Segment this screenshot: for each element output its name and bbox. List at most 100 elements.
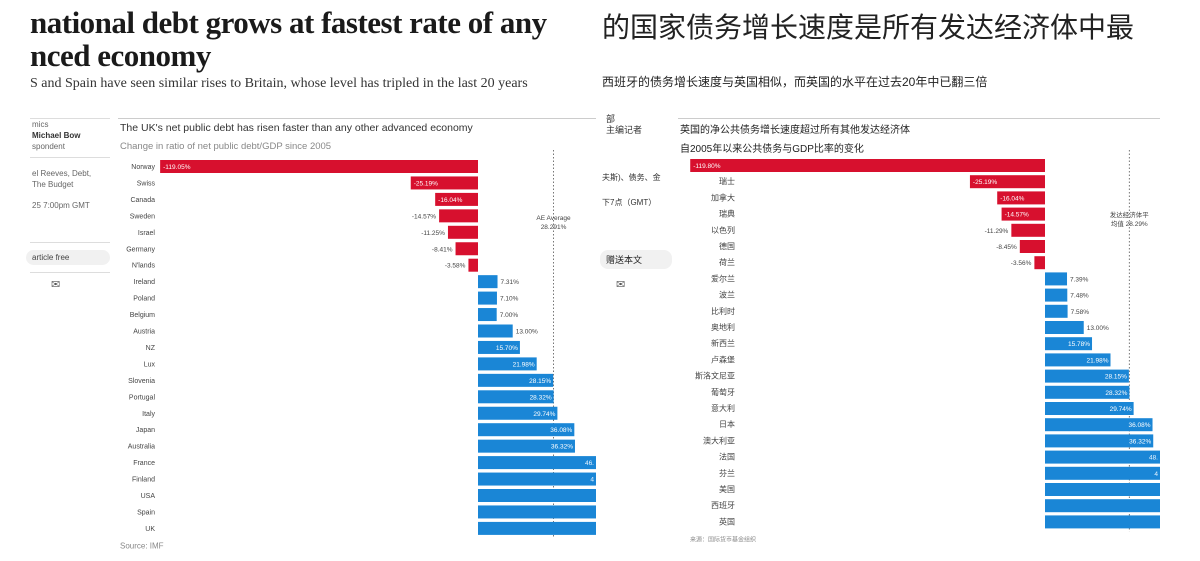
- chart-subtitle: 自2005年以来公共债务与GDP比率的变化: [680, 144, 864, 155]
- bar: [478, 472, 596, 486]
- bar: [1045, 450, 1160, 464]
- bar: [478, 340, 520, 354]
- bar: [969, 175, 1045, 189]
- divider: [30, 272, 110, 273]
- value-label: -3.58%: [445, 263, 466, 270]
- bar: [1001, 207, 1045, 221]
- bar: [1045, 337, 1093, 351]
- bar: [447, 225, 478, 239]
- article-tags[interactable]: 夫斯)、债务、金: [602, 173, 661, 182]
- chart-subtitle: Change in ratio of net public debt/GDP s…: [120, 141, 332, 152]
- envelope-icon[interactable]: ✉: [616, 279, 626, 291]
- category-label: NZ: [146, 345, 156, 352]
- bar: [1045, 272, 1068, 286]
- category-label: Spain: [137, 509, 155, 516]
- category-label: Slovenia: [128, 378, 155, 385]
- category-label: 爱尔兰: [711, 273, 735, 283]
- value-label: -119.80%: [693, 163, 721, 170]
- bar: [1045, 369, 1129, 383]
- envelope-icon[interactable]: ✉: [51, 279, 61, 291]
- bar: [435, 192, 478, 206]
- bar: [478, 308, 497, 322]
- average-value-label: 均值 28.29%: [1111, 219, 1148, 228]
- chinese-article-panel: 的国家债务增长速度是所有发达经济体中最 西班牙的债务增长速度与英国相似，而英国的…: [600, 0, 1160, 561]
- bar: [1045, 304, 1068, 318]
- headline: national debt grows at fastest rate of a…: [30, 6, 547, 72]
- value-label: 15.78%: [1068, 341, 1090, 348]
- category-label: 芬兰: [719, 468, 735, 478]
- bar: [478, 291, 497, 305]
- value-label: 28.15%: [1105, 374, 1127, 381]
- value-label: 29.74%: [1110, 406, 1132, 413]
- category-label: 以色列: [711, 225, 735, 235]
- standfirst: S and Spain have seen similar rises to B…: [30, 76, 528, 91]
- category-label: 卢森堡: [711, 354, 735, 364]
- bar: [478, 357, 537, 371]
- value-label: 7.10%: [500, 296, 519, 303]
- category-label: Israel: [138, 230, 156, 237]
- value-label: 28.32%: [530, 394, 552, 401]
- bar: [1011, 223, 1045, 237]
- bar: [410, 176, 478, 190]
- category-label: 斯洛文尼亚: [695, 371, 735, 381]
- bar: [478, 439, 575, 453]
- category-label: 波兰: [719, 290, 735, 300]
- value-label: 48.: [1149, 455, 1158, 462]
- tag[interactable]: The Budget: [32, 180, 74, 189]
- value-label: 7.48%: [1070, 293, 1089, 300]
- category-label: Japan: [136, 427, 155, 434]
- bar: [439, 209, 478, 223]
- chart-title: The UK's net public debt has risen faste…: [120, 122, 473, 134]
- value-label: -25.19%: [414, 180, 438, 187]
- english-article-panel: national debt grows at fastest rate of a…: [0, 0, 596, 561]
- category-label: N'lands: [132, 263, 156, 270]
- category-label: Germany: [126, 246, 155, 253]
- bar: [160, 160, 478, 173]
- value-label: 36.08%: [1128, 422, 1150, 429]
- category-label: Australia: [128, 444, 155, 451]
- category-label: 日本: [719, 419, 735, 429]
- bar: [478, 406, 558, 420]
- average-label: AE Average: [536, 215, 571, 222]
- byline-section: 部: [606, 114, 616, 124]
- gift-article-button[interactable]: article free: [26, 250, 110, 265]
- category-label: 葡萄牙: [711, 387, 735, 397]
- category-label: 比利时: [711, 306, 735, 316]
- value-label: 28.15%: [529, 378, 551, 385]
- category-label: 瑞典: [719, 209, 735, 219]
- divider: [30, 157, 110, 158]
- divider: [30, 118, 110, 119]
- bar: [478, 505, 596, 519]
- bar: [1045, 434, 1154, 448]
- value-label: -119.05%: [163, 164, 191, 171]
- value-label: -11.25%: [421, 230, 445, 237]
- chart-top-rule: [118, 118, 596, 119]
- category-label: 意大利: [711, 403, 735, 413]
- tag[interactable]: el Reeves, Debt,: [32, 169, 92, 178]
- category-label: Ireland: [134, 279, 156, 286]
- value-label: 46.: [585, 460, 594, 467]
- gift-article-button[interactable]: 赠送本文: [600, 250, 672, 269]
- bar: [455, 242, 478, 256]
- article-tags: el Reeves, Debt, The Budget: [32, 168, 91, 190]
- category-label: UK: [145, 526, 155, 533]
- value-label: 4: [1154, 471, 1158, 478]
- bar: [1045, 418, 1153, 432]
- value-label: -11.29%: [985, 228, 1009, 235]
- bar: [1034, 256, 1045, 270]
- bar: [478, 456, 596, 470]
- bar: [478, 373, 554, 387]
- category-label: Norway: [131, 164, 155, 171]
- divider: [30, 242, 110, 243]
- category-label: 奥地利: [711, 322, 735, 332]
- category-label: 英国: [719, 516, 735, 526]
- value-label: -25.19%: [973, 179, 997, 186]
- timestamp: 25 7:00pm GMT: [32, 201, 90, 210]
- byline-author[interactable]: Michael Bow: [32, 131, 81, 140]
- bar: [1019, 240, 1045, 253]
- bar: [690, 159, 1045, 172]
- category-label: 瑞士: [719, 176, 735, 186]
- category-label: 西班牙: [711, 500, 735, 510]
- bar: [1045, 466, 1160, 480]
